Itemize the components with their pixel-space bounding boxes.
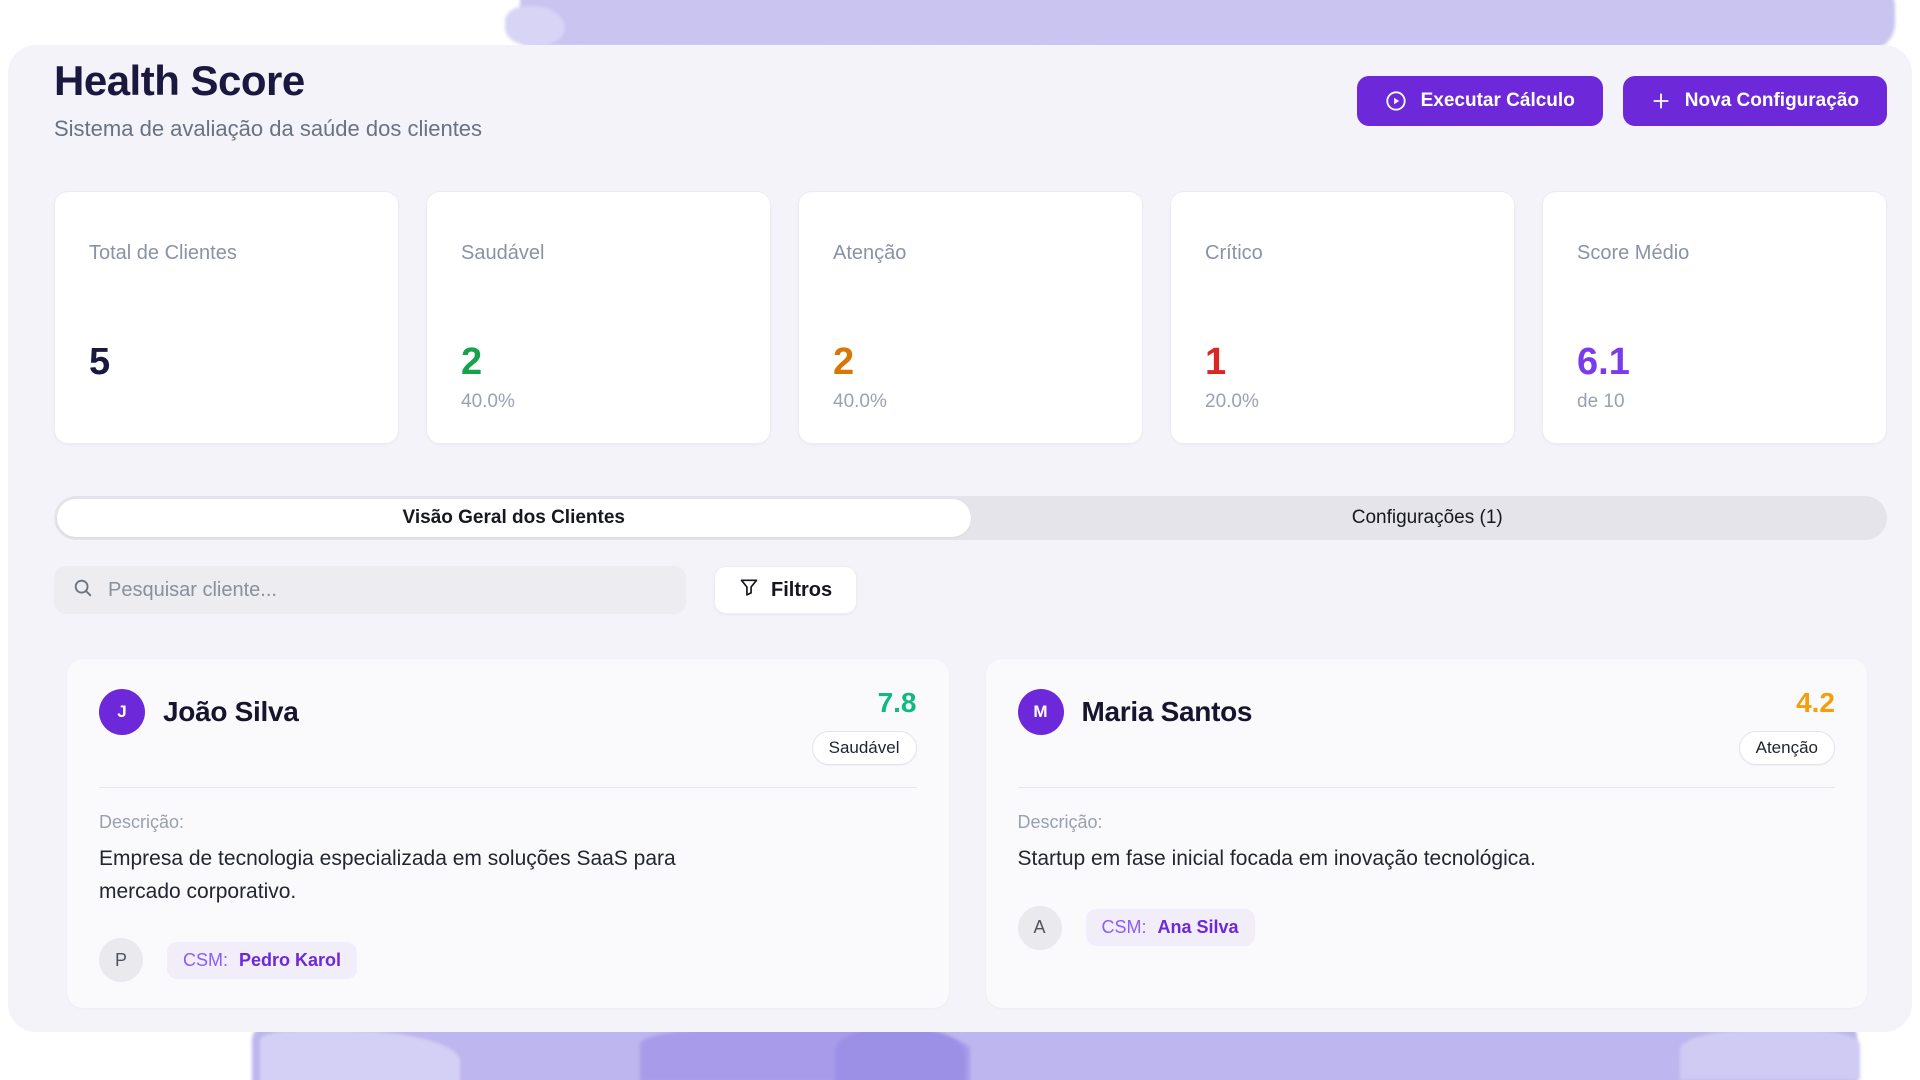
stat-sub: 40.0% [461,391,515,413]
watercolor-splash-top-edge [505,6,565,46]
stat-card-score-medio: Score Médio 6.1 de 10 [1542,191,1887,445]
stat-card-critico: Crítico 1 20.0% [1170,191,1515,445]
client-score-block: 7.8 Saudável [811,687,917,766]
page-title: Health Score [54,57,305,104]
csm-row: A CSM: Ana Silva [1017,905,1836,950]
stat-label: Score Médio [1577,242,1690,265]
csm-row: P CSM: Pedro Karol [99,938,917,983]
csm-pill: CSM: Pedro Karol [167,941,358,979]
filters-label: Filtros [771,578,833,601]
client-score-block: 4.2 Atenção [1738,687,1835,766]
csm-avatar: A [1017,905,1062,950]
page-header: Health Score Sistema de avaliação da saú… [54,57,1887,142]
csm-avatar: P [99,938,143,983]
client-card-header: J João Silva 7.8 Saudável [99,687,917,766]
stat-value: 2 [833,341,855,384]
stat-value: 6.1 [1577,341,1630,384]
client-card-header: M Maria Santos 4.2 Atenção [1017,687,1835,766]
stat-sub: 40.0% [833,391,887,413]
client-score: 7.8 [877,687,917,719]
new-configuration-label: Nova Configuração [1684,90,1859,111]
search-box [54,566,686,615]
tab-visao-geral[interactable]: Visão Geral dos Clientes [57,499,971,538]
csm-pill: CSM: Ana Silva [1085,909,1255,947]
run-calculation-label: Executar Cálculo [1420,90,1575,111]
tab-configuracoes[interactable]: Configurações (1) [1351,507,1503,529]
stat-value: 1 [1205,341,1227,384]
search-row: Filtros [54,566,1887,615]
description-label: Descrição: [99,812,185,833]
client-description: Startup em fase inicial focada em inovaç… [1017,847,1536,871]
stat-sub: de 10 [1577,391,1625,413]
client-identity: J João Silva [99,689,812,736]
status-badge: Saudável [811,731,917,766]
main-panel: Health Score Sistema de avaliação da saú… [8,45,1912,1032]
client-card-joao-silva[interactable]: J João Silva 7.8 Saudável Descrição: Emp… [67,659,949,1009]
stat-label: Saudável [461,242,545,265]
stat-card-atencao: Atenção 2 40.0% [798,191,1143,445]
play-circle-icon [1385,90,1407,112]
client-description: Empresa de tecnologia especializada em s… [99,847,676,903]
run-calculation-button[interactable]: Executar Cálculo [1356,76,1603,126]
search-icon [72,577,94,604]
new-configuration-button[interactable]: Nova Configuração [1622,76,1887,126]
plus-icon [1651,91,1671,111]
watercolor-splash-top [519,0,1896,50]
client-name: João Silva [163,696,299,728]
stat-card-saudavel: Saudável 2 40.0% [426,191,771,445]
divider [99,787,917,789]
page-subtitle: Sistema de avaliação da saúde dos client… [54,116,483,142]
stat-card-total-clientes: Total de Clientes 5 [54,191,399,445]
watercolor-splash-bottom [252,1026,1857,1080]
client-card-maria-santos[interactable]: M Maria Santos 4.2 Atenção Descrição: St… [985,659,1867,1009]
stat-label: Atenção [833,242,907,265]
client-avatar: J [99,689,145,736]
stat-sub: 20.0% [1205,391,1259,413]
status-badge: Atenção [1738,731,1835,766]
header-actions: Executar Cálculo Nova Configuração [1356,76,1887,126]
csm-label: CSM: [183,949,228,970]
watercolor-splash-bottom-light2 [1680,1030,1860,1080]
client-identity: M Maria Santos [1017,689,1739,736]
funnel-icon [739,577,759,603]
client-avatar: M [1017,689,1064,736]
tab-bar: Visão Geral dos Clientes Configurações (… [54,496,1887,541]
stat-value: 2 [461,341,483,384]
filters-button[interactable]: Filtros [714,566,858,615]
stat-sub [89,391,364,413]
csm-name: Ana Silva [1157,917,1239,938]
stat-label: Total de Clientes [89,242,237,265]
description-label: Descrição: [1017,812,1103,833]
client-score: 4.2 [1796,687,1835,719]
watercolor-splash-bottom-darker [835,1028,965,1080]
header-titles: Health Score Sistema de avaliação da saú… [54,57,483,142]
client-name: Maria Santos [1081,696,1253,728]
divider [1017,787,1835,789]
stat-label: Crítico [1205,242,1263,265]
stat-value: 5 [89,341,111,384]
stats-row: Total de Clientes 5 Saudável 2 40.0% Ate… [54,191,1887,445]
csm-label: CSM: [1101,917,1147,938]
search-input[interactable] [108,578,668,602]
csm-name: Pedro Karol [239,949,342,970]
client-list: J João Silva 7.8 Saudável Descrição: Emp… [67,659,1867,1009]
